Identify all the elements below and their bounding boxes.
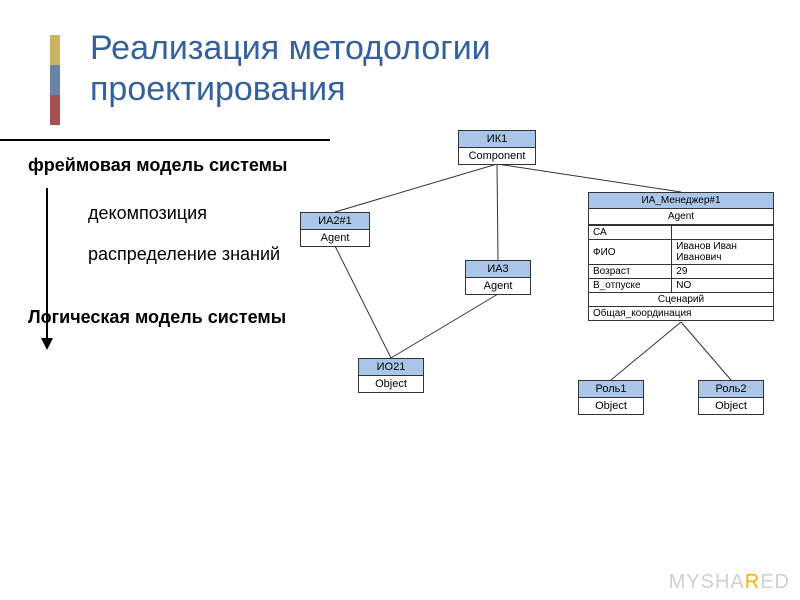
node-ia3-sub: Agent (466, 278, 530, 294)
watermark-pre: MYSHA (669, 571, 745, 593)
arrow-head-icon (41, 338, 53, 350)
node-role1-sub: Object (579, 398, 643, 414)
watermark: MYSHARED (669, 571, 790, 594)
node-role1: Роль1 Object (578, 380, 644, 415)
accent-seg-2 (50, 65, 60, 95)
table-row: ФИОИванов Иван Иванович (589, 240, 773, 265)
table-row: В_отпускеNO (589, 279, 773, 293)
accent-seg-1 (50, 35, 60, 65)
node-role2-title: Роль2 (699, 381, 763, 398)
table-row: Возраст29 (589, 265, 773, 279)
node-ia2: ИА2#1 Agent (300, 212, 370, 247)
watermark-post: ED (760, 571, 790, 593)
watermark-mid: R (745, 571, 760, 593)
arrow-shaft (46, 188, 48, 338)
node-manager-section: Сценарий (589, 292, 773, 306)
accent-bar (50, 35, 60, 125)
node-ia2-title: ИА2#1 (301, 213, 369, 230)
node-manager-sub: Agent (589, 209, 773, 225)
title-line1: Реализация методологии (90, 28, 491, 69)
frame-diagram: ИК1 Component ИА2#1 Agent ИА3 Agent ИО21… (240, 130, 800, 470)
table-row: СА (589, 226, 773, 240)
node-manager-title: ИА_Менеджер#1 (589, 193, 773, 209)
node-ia2-sub: Agent (301, 230, 369, 246)
node-io21-sub: Object (359, 376, 423, 392)
title-line2: проектирования (90, 69, 491, 110)
node-io21-title: ИО21 (359, 359, 423, 376)
accent-seg-3 (50, 95, 60, 125)
node-manager-table: СА ФИОИванов Иван Иванович Возраст29 В_о… (589, 225, 773, 292)
node-ik1-sub: Component (459, 148, 535, 164)
node-manager-footer: Общая_координация (589, 306, 773, 320)
node-manager: ИА_Менеджер#1 Agent СА ФИОИванов Иван Ив… (588, 192, 774, 321)
node-ik1-title: ИК1 (459, 131, 535, 148)
node-role2-sub: Object (699, 398, 763, 414)
slide-title: Реализация методологии проектирования (90, 28, 491, 110)
node-io21: ИО21 Object (358, 358, 424, 393)
node-ik1: ИК1 Component (458, 130, 536, 165)
node-ia3-title: ИА3 (466, 261, 530, 278)
down-arrow (46, 188, 53, 350)
node-role2: Роль2 Object (698, 380, 764, 415)
node-ia3: ИА3 Agent (465, 260, 531, 295)
node-role1-title: Роль1 (579, 381, 643, 398)
